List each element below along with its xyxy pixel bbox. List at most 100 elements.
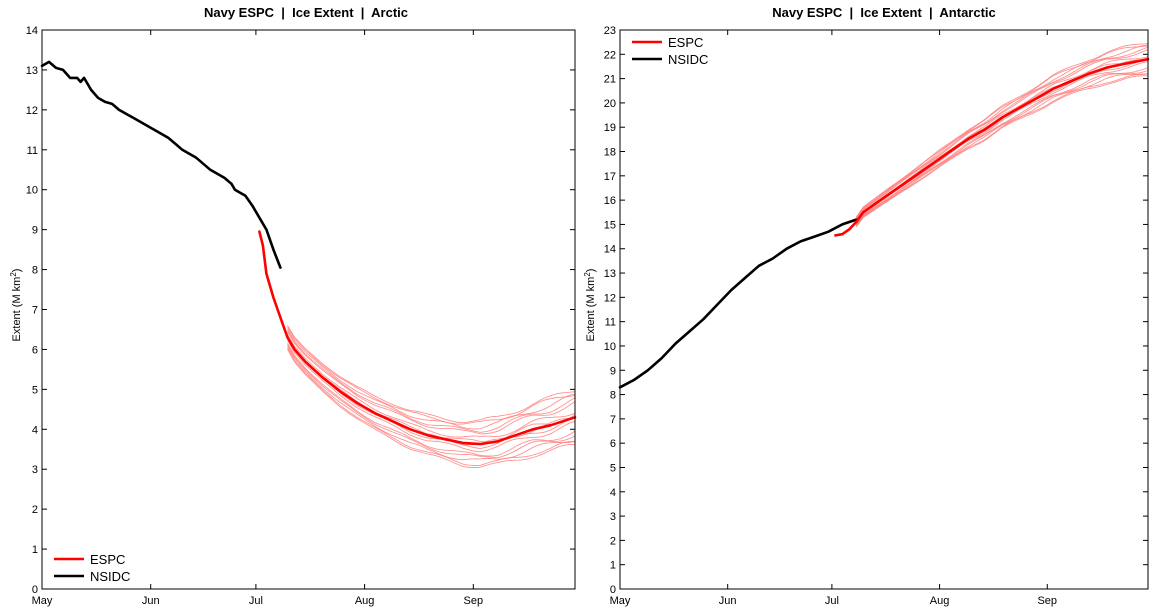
antarctic-ytick-label: 5 — [610, 462, 616, 474]
antarctic-xtick-label: Sep — [1037, 595, 1057, 607]
arctic-ensemble-member-line — [287, 328, 576, 430]
antarctic-ytick-label: 19 — [604, 122, 616, 134]
antarctic-plot-area — [618, 43, 1150, 389]
antarctic-title: Navy ESPC | Ice Extent | Antarctic — [772, 5, 996, 20]
arctic-ytick-label: 11 — [27, 145, 38, 157]
arctic-legend: ESPC NSIDC — [54, 552, 130, 584]
arctic-ytick-label: 10 — [26, 185, 38, 197]
arctic-ensemble-member-line — [287, 326, 576, 425]
antarctic-ytick-label: 21 — [604, 74, 616, 86]
arctic-ytick-label: 3 — [32, 464, 38, 476]
arctic-ensemble-member-line — [287, 346, 576, 461]
antarctic-ylabel-text: Extent (M km — [585, 277, 597, 342]
antarctic-series-nsidc-line — [618, 218, 858, 389]
arctic-series-nsidc-line — [40, 60, 282, 269]
arctic-ylabel-text: Extent (M km — [11, 277, 23, 342]
antarctic-ticks: 01234567891011121314151617181920212223Ma… — [604, 25, 1148, 607]
antarctic-ytick-label: 13 — [604, 268, 616, 280]
antarctic-ytick-label: 20 — [604, 98, 616, 110]
arctic-legend-nsidc-label: NSIDC — [90, 569, 130, 584]
arctic-ylabel-sup: 2 — [9, 272, 18, 277]
antarctic-ytick-label: 3 — [610, 511, 616, 523]
antarctic-panel: Navy ESPC | Ice Extent | Antarctic Exten… — [583, 5, 1150, 607]
arctic-ensemble-member-line — [287, 343, 576, 457]
arctic-xtick-label: May — [32, 595, 53, 607]
antarctic-ytick-label: 4 — [610, 487, 616, 499]
antarctic-ensemble-member-line — [855, 56, 1149, 222]
arctic-ensemble-member-line — [287, 334, 576, 438]
antarctic-ytick-label: 22 — [604, 49, 616, 61]
arctic-legend-espc-label: ESPC — [90, 552, 125, 567]
antarctic-ensemble-member-line — [855, 61, 1149, 224]
antarctic-xtick-label: Jun — [719, 595, 737, 607]
arctic-ensemble-member-line — [287, 349, 576, 468]
arctic-ensemble-member-line — [287, 330, 576, 433]
antarctic-ensemble-member-line — [855, 45, 1149, 218]
antarctic-series-espc-line — [834, 57, 1150, 237]
arctic-ensemble-member-line — [287, 331, 576, 435]
antarctic-ytick-label: 14 — [604, 244, 616, 256]
antarctic-ytick-label: 12 — [604, 292, 616, 304]
antarctic-ytick-label: 16 — [604, 195, 616, 207]
arctic-axes-frame — [41, 29, 576, 590]
arctic-ylabel-end: ) — [11, 269, 23, 273]
arctic-ytick-label: 9 — [32, 225, 38, 237]
arctic-ytick-label: 4 — [32, 424, 38, 436]
antarctic-legend-nsidc-label: NSIDC — [668, 52, 708, 67]
arctic-ytick-label: 13 — [26, 65, 38, 77]
arctic-title: Navy ESPC | Ice Extent | Arctic — [204, 5, 408, 20]
arctic-plot-area — [40, 60, 577, 468]
antarctic-ensemble-member-line — [855, 75, 1149, 228]
antarctic-ensemble-member-line — [855, 73, 1149, 226]
arctic-panel: Navy ESPC | Ice Extent | Arctic Extent (… — [9, 5, 577, 607]
arctic-xtick-label: Sep — [464, 595, 484, 607]
antarctic-ensemble-member-line — [855, 49, 1149, 220]
arctic-ytick-label: 14 — [26, 25, 38, 37]
antarctic-ytick-label: 1 — [610, 560, 616, 572]
antarctic-ytick-label: 0 — [610, 584, 616, 596]
arctic-ensemble-member-line — [287, 344, 576, 459]
arctic-ensemble-member-line — [287, 336, 576, 443]
arctic-ytick-label: 6 — [32, 344, 38, 356]
arctic-ytick-label: 2 — [32, 504, 38, 516]
antarctic-ytick-label: 15 — [604, 219, 616, 231]
arctic-xtick-label: Jun — [142, 595, 160, 607]
arctic-xtick-label: Aug — [355, 595, 375, 607]
antarctic-ensemble-member-line — [855, 57, 1149, 222]
antarctic-ensemble-member-line — [855, 67, 1149, 225]
antarctic-ytick-label: 23 — [604, 25, 616, 37]
antarctic-ytick-label: 11 — [605, 317, 616, 329]
antarctic-ytick-label: 2 — [610, 535, 616, 547]
antarctic-ytick-label: 7 — [610, 414, 616, 426]
antarctic-ytick-label: 18 — [604, 147, 616, 159]
arctic-ensemble-member-line — [287, 340, 576, 453]
arctic-ylabel: Extent (M km2) — [9, 269, 23, 342]
antarctic-ensemble-member-line — [855, 70, 1149, 226]
arctic-ytick-label: 0 — [32, 584, 38, 596]
antarctic-legend: ESPC NSIDC — [632, 35, 708, 67]
arctic-ytick-label: 7 — [32, 305, 38, 317]
arctic-ytick-label: 8 — [32, 265, 38, 277]
antarctic-ytick-label: 8 — [610, 390, 616, 402]
antarctic-ensemble-member-line — [855, 73, 1148, 227]
antarctic-ytick-label: 9 — [610, 365, 616, 377]
antarctic-ylabel-sup: 2 — [583, 272, 592, 277]
antarctic-xtick-label: Jul — [825, 595, 839, 607]
arctic-ytick-label: 1 — [32, 544, 38, 556]
antarctic-ensemble-member-line — [855, 43, 1149, 218]
arctic-xtick-label: Jul — [249, 595, 263, 607]
antarctic-ylabel: Extent (M km2) — [583, 269, 597, 342]
arctic-ensemble-member-line — [287, 325, 576, 424]
arctic-series-espc-line — [258, 230, 577, 446]
antarctic-ytick-label: 10 — [604, 341, 616, 353]
antarctic-ytick-label: 6 — [610, 438, 616, 450]
antarctic-axes-frame — [619, 29, 1149, 590]
arctic-ytick-label: 5 — [32, 384, 38, 396]
arctic-ensemble-member-line — [287, 347, 576, 466]
antarctic-legend-espc-label: ESPC — [668, 35, 703, 50]
antarctic-ensemble-member-line — [855, 46, 1149, 220]
antarctic-ylabel-end: ) — [585, 269, 597, 273]
